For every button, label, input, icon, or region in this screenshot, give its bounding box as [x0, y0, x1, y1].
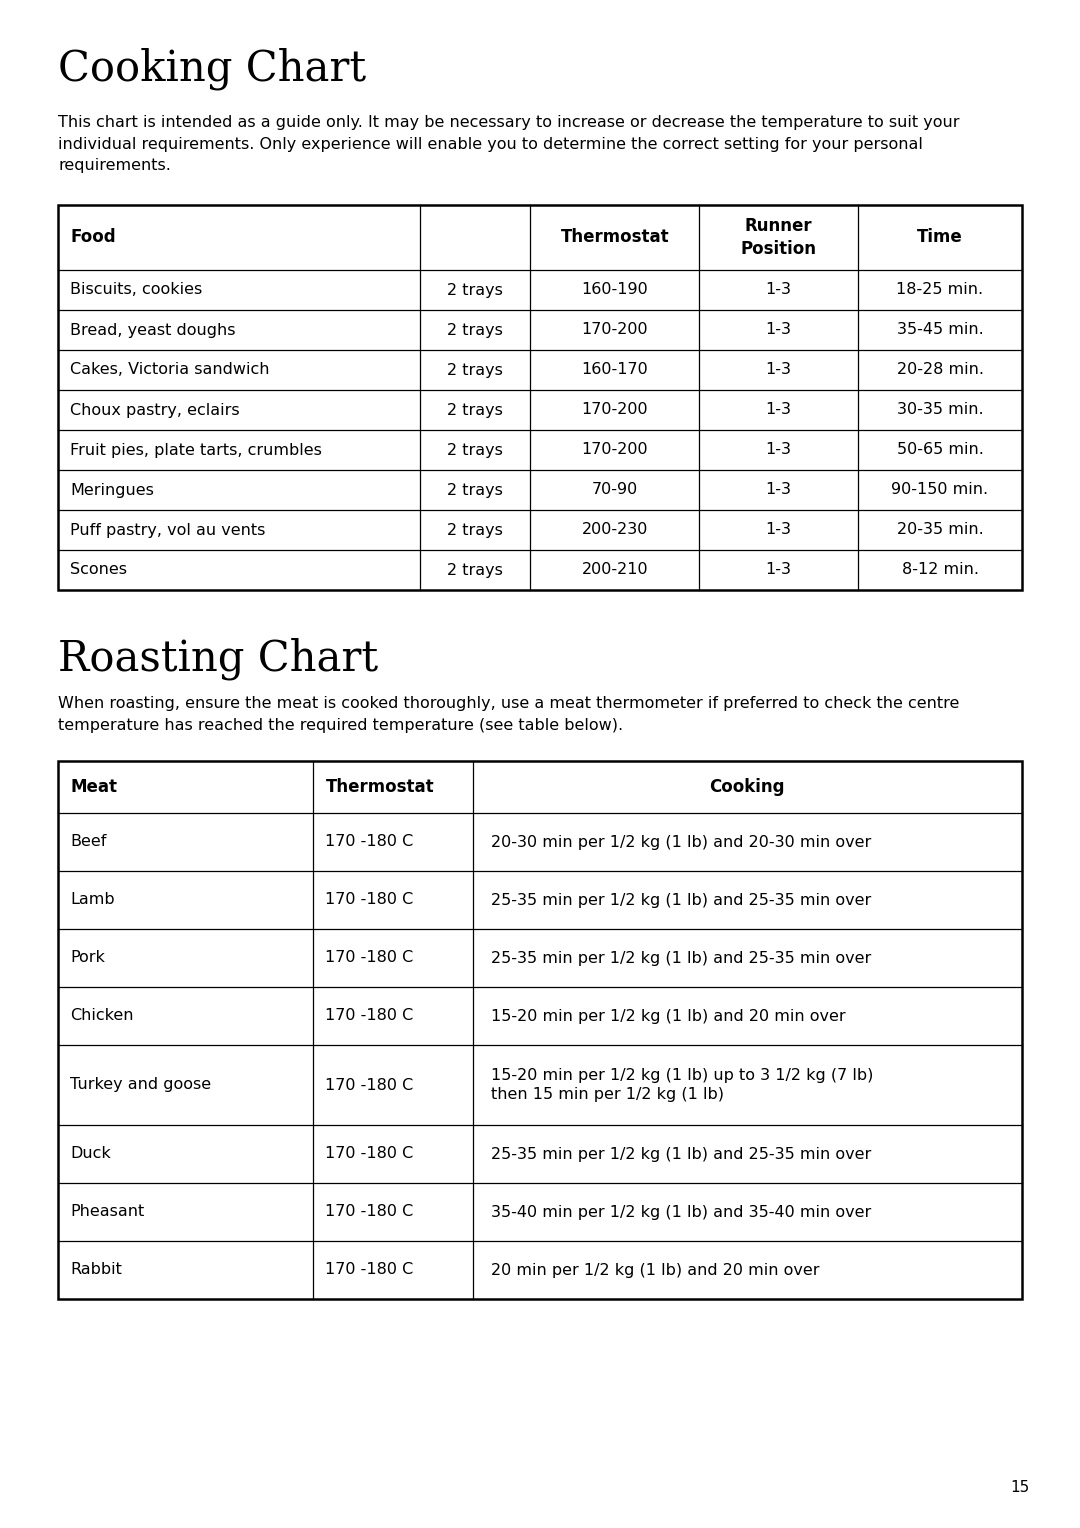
Text: Fruit pies, plate tarts, crumbles: Fruit pies, plate tarts, crumbles — [70, 443, 322, 457]
Text: Lamb: Lamb — [70, 892, 114, 908]
Text: Scones: Scones — [70, 562, 127, 578]
Text: 1-3: 1-3 — [766, 362, 792, 377]
Text: Roasting Chart: Roasting Chart — [58, 639, 378, 680]
Text: 8-12 min.: 8-12 min. — [902, 562, 978, 578]
Text: 170 -180 C: 170 -180 C — [325, 1008, 414, 1024]
Text: Pork: Pork — [70, 950, 105, 966]
Text: 25-35 min per 1/2 kg (1 lb) and 25-35 min over: 25-35 min per 1/2 kg (1 lb) and 25-35 mi… — [490, 950, 870, 966]
Text: 2 trays: 2 trays — [447, 402, 503, 417]
Text: 20-28 min.: 20-28 min. — [896, 362, 984, 377]
Text: Meringues: Meringues — [70, 483, 153, 498]
Text: 200-230: 200-230 — [581, 523, 648, 538]
Text: 2 trays: 2 trays — [447, 523, 503, 538]
Text: Cooking: Cooking — [710, 778, 785, 796]
Text: 2 trays: 2 trays — [447, 443, 503, 457]
Text: Runner
Position: Runner Position — [741, 217, 816, 258]
Text: When roasting, ensure the meat is cooked thoroughly, use a meat thermometer if p: When roasting, ensure the meat is cooked… — [58, 695, 959, 732]
Text: 160-170: 160-170 — [581, 362, 648, 377]
Text: Chicken: Chicken — [70, 1008, 134, 1024]
Text: Meat: Meat — [70, 778, 117, 796]
Text: 170-200: 170-200 — [581, 322, 648, 338]
Text: Thermostat: Thermostat — [561, 229, 669, 246]
Text: Food: Food — [70, 229, 116, 246]
Text: 30-35 min.: 30-35 min. — [896, 402, 984, 417]
Text: 1-3: 1-3 — [766, 283, 792, 298]
Text: 90-150 min.: 90-150 min. — [891, 483, 988, 498]
Text: 20-35 min.: 20-35 min. — [896, 523, 984, 538]
Text: 2 trays: 2 trays — [447, 283, 503, 298]
Text: Duck: Duck — [70, 1146, 111, 1161]
Text: Biscuits, cookies: Biscuits, cookies — [70, 283, 202, 298]
Text: 1-3: 1-3 — [766, 443, 792, 457]
Text: 2 trays: 2 trays — [447, 483, 503, 498]
Text: 1-3: 1-3 — [766, 483, 792, 498]
Text: 1-3: 1-3 — [766, 402, 792, 417]
Bar — [58, 761, 1022, 1299]
Text: Choux pastry, eclairs: Choux pastry, eclairs — [70, 402, 240, 417]
Text: Time: Time — [917, 229, 963, 246]
Text: Bread, yeast doughs: Bread, yeast doughs — [70, 322, 235, 338]
Text: 20 min per 1/2 kg (1 lb) and 20 min over: 20 min per 1/2 kg (1 lb) and 20 min over — [490, 1262, 819, 1277]
Text: 170 -180 C: 170 -180 C — [325, 1204, 414, 1219]
Text: 20-30 min per 1/2 kg (1 lb) and 20-30 min over: 20-30 min per 1/2 kg (1 lb) and 20-30 mi… — [490, 834, 870, 850]
Text: 170 -180 C: 170 -180 C — [325, 1077, 414, 1093]
Text: Rabbit: Rabbit — [70, 1262, 122, 1277]
Text: Cooking Chart: Cooking Chart — [58, 47, 366, 90]
Text: 1-3: 1-3 — [766, 322, 792, 338]
Text: 2 trays: 2 trays — [447, 362, 503, 377]
Text: 25-35 min per 1/2 kg (1 lb) and 25-35 min over: 25-35 min per 1/2 kg (1 lb) and 25-35 mi… — [490, 892, 870, 908]
Text: This chart is intended as a guide only. It may be necessary to increase or decre: This chart is intended as a guide only. … — [58, 115, 959, 173]
Text: 15: 15 — [1011, 1481, 1030, 1494]
Text: Cakes, Victoria sandwich: Cakes, Victoria sandwich — [70, 362, 270, 377]
Text: Turkey and goose: Turkey and goose — [70, 1077, 211, 1093]
Text: 170 -180 C: 170 -180 C — [325, 950, 414, 966]
Text: 15-20 min per 1/2 kg (1 lb) and 20 min over: 15-20 min per 1/2 kg (1 lb) and 20 min o… — [490, 1008, 846, 1024]
Text: 170 -180 C: 170 -180 C — [325, 1262, 414, 1277]
Text: Thermostat: Thermostat — [325, 778, 434, 796]
Text: Beef: Beef — [70, 834, 106, 850]
Text: 1-3: 1-3 — [766, 523, 792, 538]
Text: 35-45 min.: 35-45 min. — [896, 322, 984, 338]
Text: 2 trays: 2 trays — [447, 322, 503, 338]
Text: 170-200: 170-200 — [581, 402, 648, 417]
Text: Pheasant: Pheasant — [70, 1204, 145, 1219]
Bar — [58, 205, 1022, 590]
Text: 170 -180 C: 170 -180 C — [325, 834, 414, 850]
Text: 2 trays: 2 trays — [447, 562, 503, 578]
Text: Puff pastry, vol au vents: Puff pastry, vol au vents — [70, 523, 266, 538]
Text: 170-200: 170-200 — [581, 443, 648, 457]
Text: 70-90: 70-90 — [592, 483, 638, 498]
Text: 170 -180 C: 170 -180 C — [325, 892, 414, 908]
Text: 15-20 min per 1/2 kg (1 lb) up to 3 1/2 kg (7 lb)
then 15 min per 1/2 kg (1 lb): 15-20 min per 1/2 kg (1 lb) up to 3 1/2 … — [490, 1068, 873, 1102]
Text: 200-210: 200-210 — [581, 562, 648, 578]
Text: 18-25 min.: 18-25 min. — [896, 283, 984, 298]
Text: 160-190: 160-190 — [581, 283, 648, 298]
Text: 1-3: 1-3 — [766, 562, 792, 578]
Text: 35-40 min per 1/2 kg (1 lb) and 35-40 min over: 35-40 min per 1/2 kg (1 lb) and 35-40 mi… — [490, 1204, 870, 1219]
Text: 25-35 min per 1/2 kg (1 lb) and 25-35 min over: 25-35 min per 1/2 kg (1 lb) and 25-35 mi… — [490, 1146, 870, 1161]
Text: 170 -180 C: 170 -180 C — [325, 1146, 414, 1161]
Text: 50-65 min.: 50-65 min. — [896, 443, 984, 457]
